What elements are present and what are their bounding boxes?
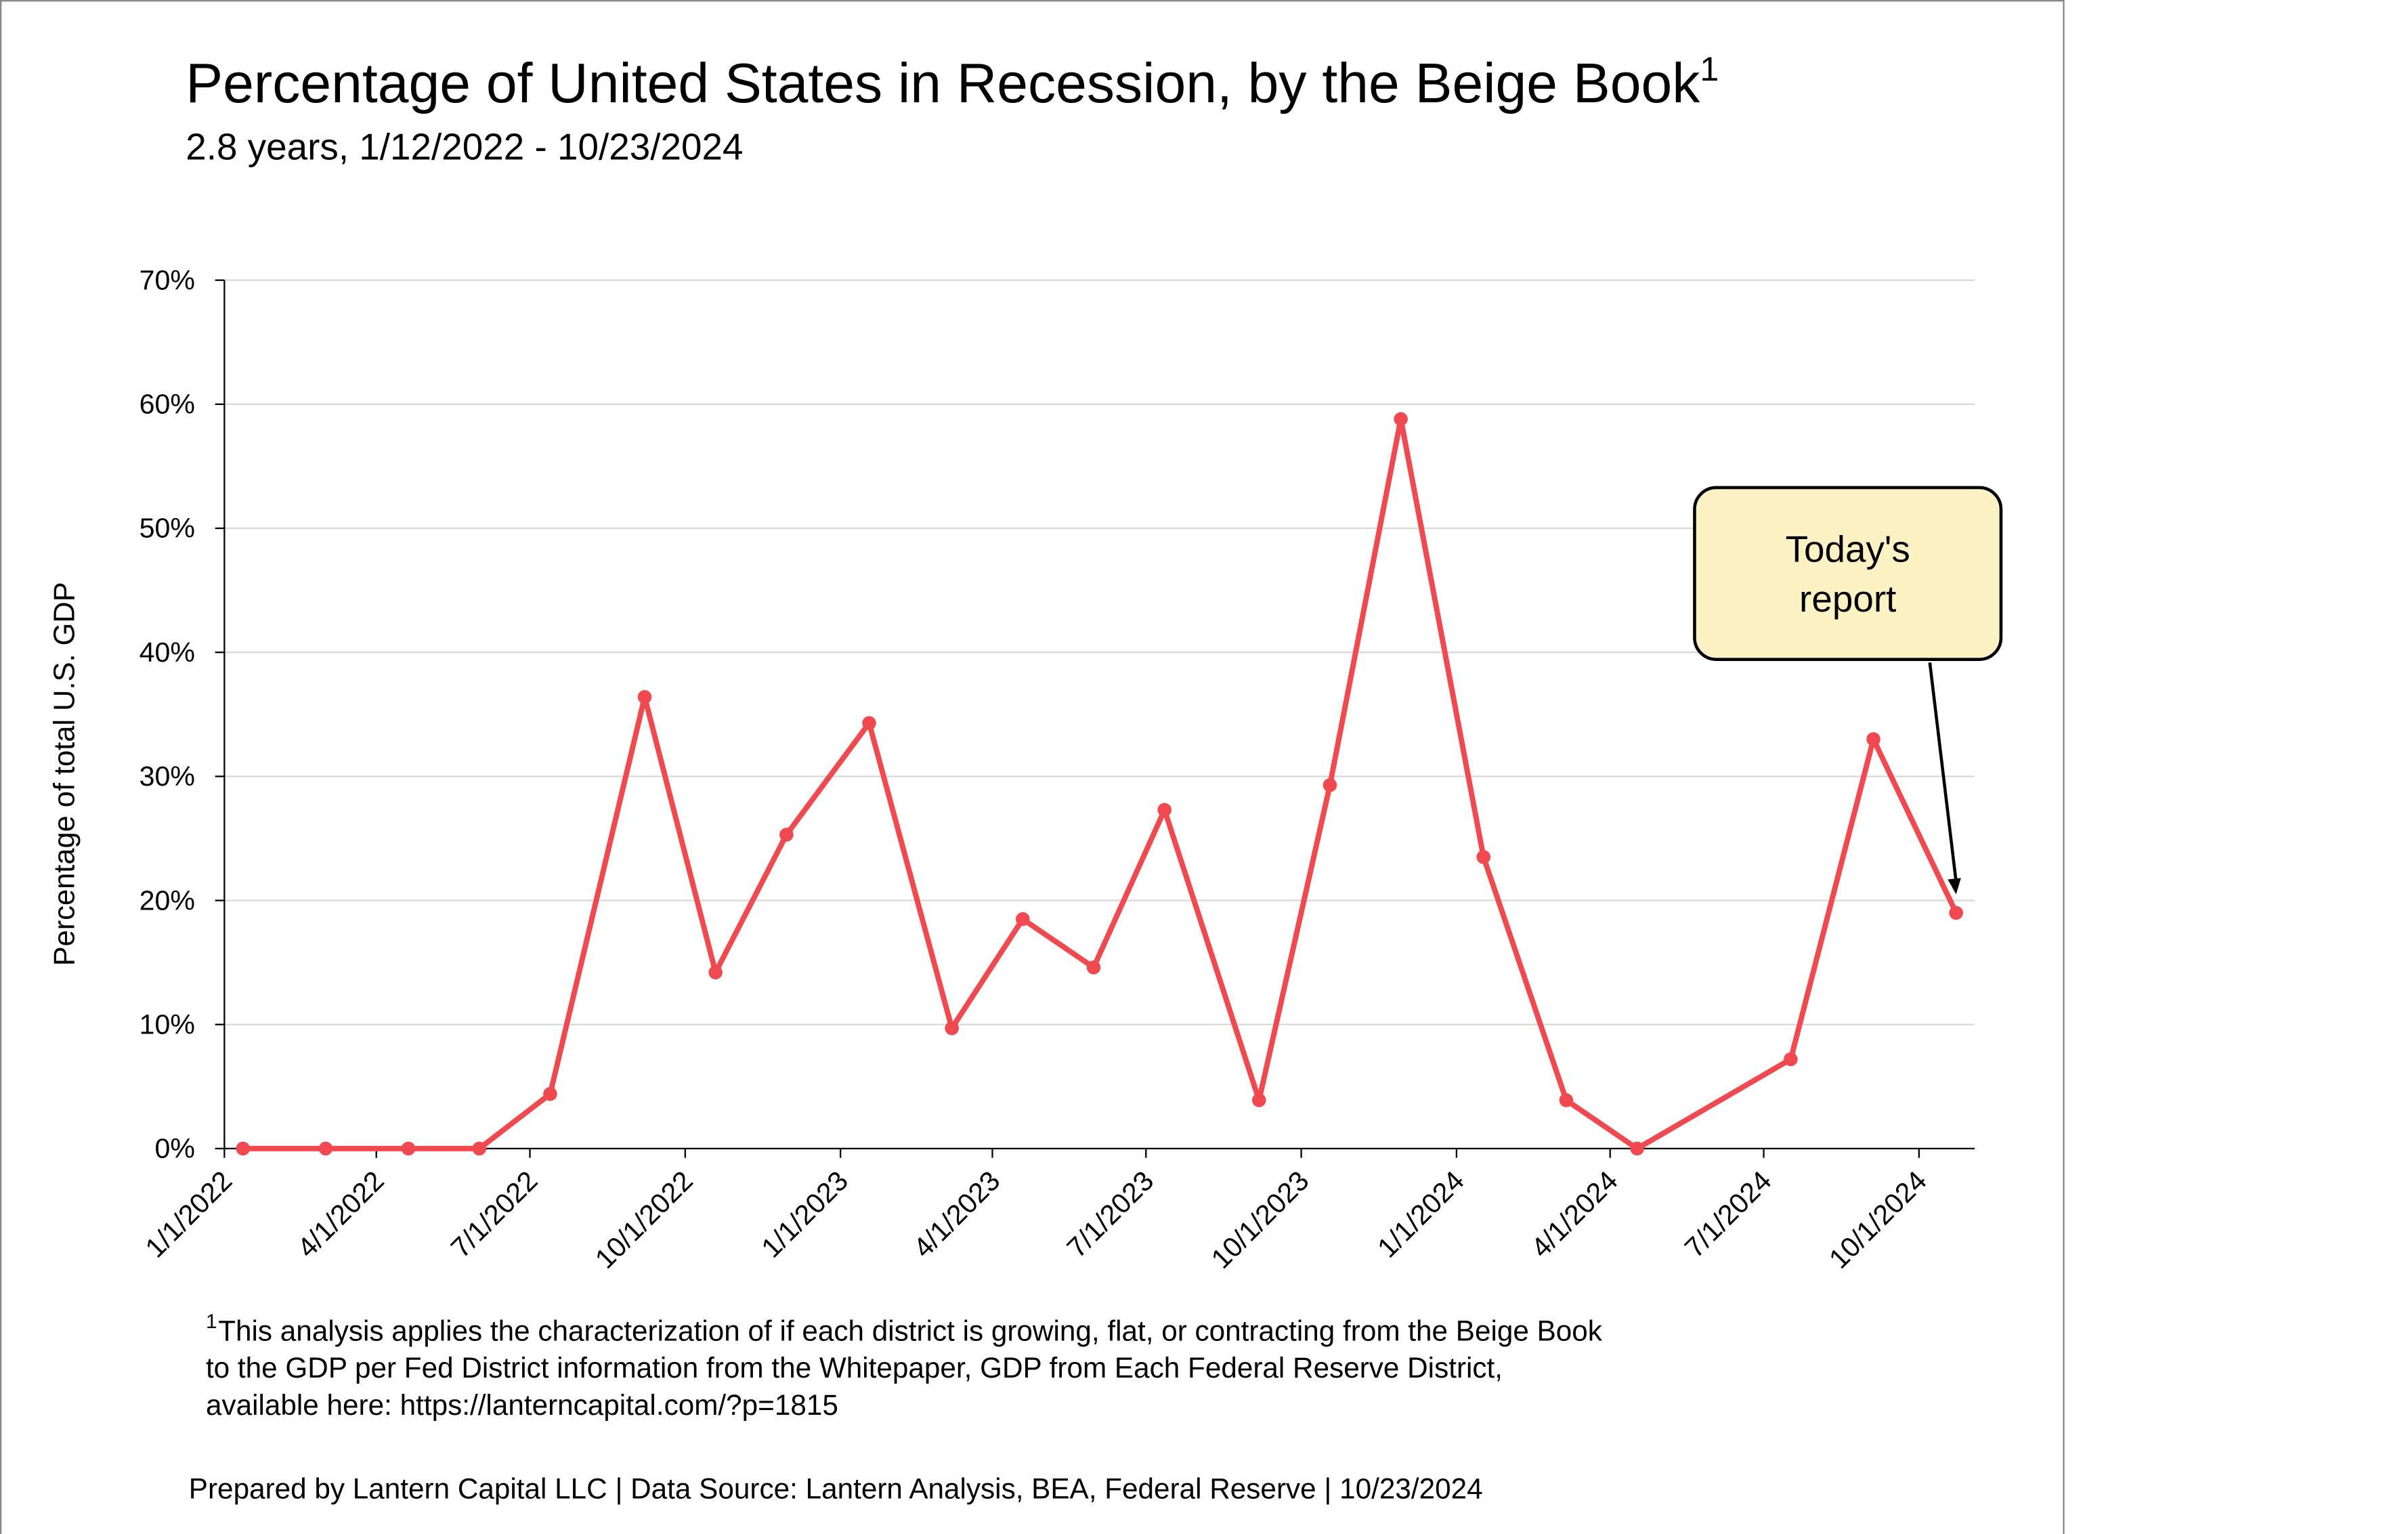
point — [236, 1141, 251, 1156]
point — [1476, 850, 1491, 864]
point — [1251, 1093, 1266, 1107]
title-marker: 1 — [1700, 49, 1719, 88]
frame — [0, 0, 2065, 1534]
y-tick-label: 50% — [139, 513, 195, 544]
point — [318, 1141, 333, 1156]
point — [637, 689, 652, 704]
footnote-line: available here: https://lanterncapital.c… — [206, 1389, 838, 1421]
annotation-arrow — [1928, 662, 1958, 882]
point — [1323, 777, 1337, 792]
point — [1630, 1141, 1644, 1156]
point — [472, 1141, 487, 1156]
y-axis-label: Percentage of total U.S. GDP — [49, 582, 81, 966]
annotation-text: report — [1799, 578, 1896, 620]
line — [242, 416, 1959, 1151]
point — [779, 828, 794, 842]
point — [1157, 803, 1171, 817]
y-tick-label: 40% — [139, 637, 195, 668]
point — [1866, 732, 1880, 746]
y-tick-label: 0% — [155, 1133, 195, 1164]
point — [1016, 912, 1030, 926]
point — [1394, 412, 1408, 427]
y-tick-label: 30% — [139, 761, 195, 792]
point — [1784, 1052, 1798, 1067]
footnote-marker: 1 — [206, 1311, 217, 1333]
chart-title: Percentage of United States in Recession… — [186, 49, 1719, 114]
annotation-arrowhead — [1948, 878, 1961, 895]
point — [1086, 960, 1101, 975]
annotation-text: Today's — [1786, 528, 1910, 570]
point — [543, 1087, 557, 1101]
annotation-box — [1693, 486, 2003, 661]
point — [1949, 906, 1963, 920]
footnote-line: to the GDP per Fed District information … — [206, 1352, 1503, 1384]
footnote-line: This analysis applies the characterizati… — [218, 1315, 1603, 1346]
y-tick-label: 10% — [139, 1008, 195, 1040]
subtitle: 2.8 years, 1/12/2022 - 10/23/2024 — [186, 125, 743, 167]
point — [945, 1021, 959, 1036]
point — [862, 716, 876, 730]
point — [401, 1141, 416, 1156]
title-text: Percentage of United States in Recession… — [186, 53, 1700, 114]
y-tick-label: 70% — [139, 264, 195, 295]
y-tick-label: 60% — [139, 389, 195, 420]
point — [708, 965, 723, 980]
source: Prepared by Lantern Capital LLC | Data S… — [189, 1472, 1483, 1504]
point — [1559, 1093, 1574, 1107]
y-tick-label: 20% — [139, 885, 195, 916]
